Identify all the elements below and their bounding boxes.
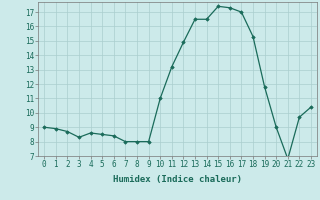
X-axis label: Humidex (Indice chaleur): Humidex (Indice chaleur) — [113, 175, 242, 184]
